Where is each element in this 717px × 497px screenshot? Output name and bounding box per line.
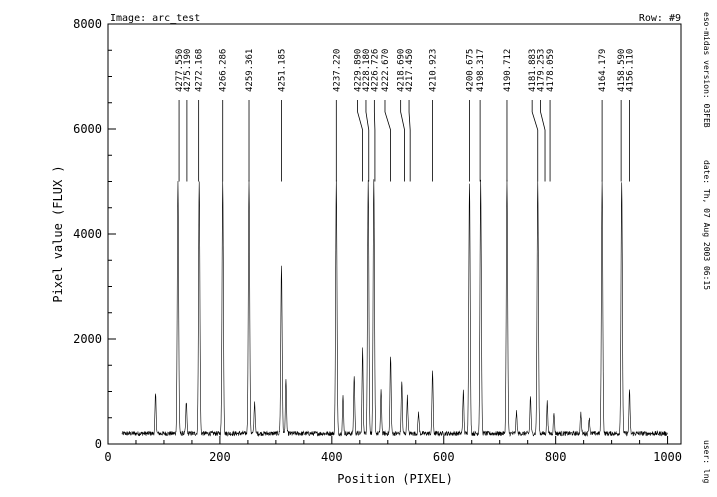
chart-header-image: Image: arc_test — [110, 13, 200, 24]
line-id-marker — [373, 100, 376, 182]
x-tick-label: 600 — [433, 450, 455, 464]
line-id-marker — [400, 100, 405, 182]
line-id-label: 4210.923 — [429, 49, 439, 92]
chart-header-row: Row: #9 — [639, 13, 681, 24]
line-id-label: 4181.883 — [528, 49, 538, 92]
line-id-label: 4164.179 — [598, 49, 608, 92]
side-text-user: user: lng — [702, 440, 711, 484]
line-id-marker — [365, 100, 370, 182]
line-id-label: 4198.317 — [476, 49, 486, 92]
line-id-label: 4222.670 — [381, 49, 391, 92]
line-id-label: 4266.286 — [219, 49, 229, 92]
y-tick-label: 4000 — [73, 227, 102, 241]
line-id-label: 4228.180 — [362, 49, 372, 92]
line-id-label: 4275.190 — [183, 49, 193, 92]
line-id-marker — [540, 100, 546, 182]
line-id-marker — [531, 100, 539, 182]
spectrum-curve — [121, 179, 668, 437]
line-id-label: 4272.168 — [195, 49, 205, 92]
x-tick-label: 400 — [321, 450, 343, 464]
x-tick-label: 200 — [209, 450, 231, 464]
line-id-marker — [357, 100, 364, 182]
side-text-date: date: Th, 07 Aug 2003 06:15 — [702, 160, 711, 290]
side-text-version: eso-midas version: 03FEB — [702, 12, 711, 128]
line-id-label: 4237.220 — [332, 49, 342, 92]
line-id-label: 4226.726 — [370, 49, 380, 92]
line-id-label: 4190.712 — [503, 49, 513, 92]
line-id-label: 4218.690 — [397, 49, 407, 92]
line-id-label: 4251.185 — [277, 49, 287, 92]
y-axis-label: Pixel value (FLUX ) — [51, 165, 65, 302]
line-id-label: 4200.675 — [465, 49, 475, 92]
line-id-label: 4217.450 — [405, 49, 415, 92]
x-tick-label: 0 — [104, 450, 111, 464]
line-id-label: 4158.590 — [617, 49, 627, 92]
x-tick-label: 1000 — [653, 450, 682, 464]
x-tick-label: 800 — [545, 450, 567, 464]
y-tick-label: 8000 — [73, 17, 102, 31]
line-id-marker — [408, 100, 411, 182]
line-id-label: 4229.890 — [354, 49, 364, 92]
y-tick-label: 2000 — [73, 332, 102, 346]
y-tick-label: 0 — [95, 437, 102, 451]
line-id-label: 4156.110 — [626, 49, 636, 92]
x-axis-label: Position (PIXEL) — [337, 472, 453, 486]
line-id-label: 4179.253 — [537, 49, 547, 92]
line-id-label: 4259.361 — [245, 49, 255, 92]
line-id-label: 4178.059 — [546, 49, 556, 92]
line-id-label: 4277.550 — [175, 49, 185, 92]
y-tick-label: 6000 — [73, 122, 102, 136]
line-id-marker — [384, 100, 391, 182]
